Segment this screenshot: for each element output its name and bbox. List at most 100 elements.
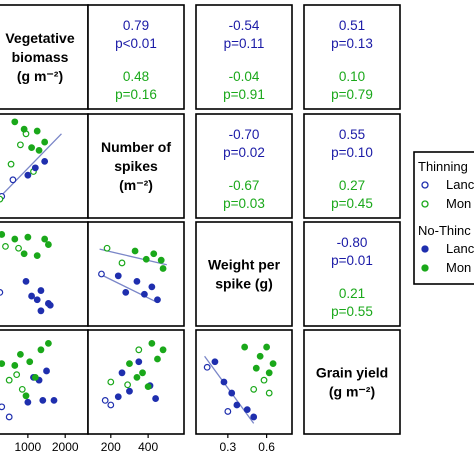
point-nothinning-modern <box>263 343 271 351</box>
correlation-modern-p: p=0.16 <box>115 87 157 102</box>
correlation-modern-r: 0.10 <box>339 69 365 84</box>
scatter-panel-3-2 <box>203 343 277 424</box>
point-nothinning-modern <box>150 250 158 258</box>
point-nothinning-modern <box>33 127 41 135</box>
point-nothinning-modern <box>252 364 260 372</box>
point-nothinning-modern <box>35 146 43 154</box>
scatter-panel-1-0 <box>0 118 62 203</box>
legend-item-label: Mon <box>446 196 471 211</box>
point-nothinning-modern <box>0 360 6 367</box>
diagonal-label-line: biomass <box>12 49 69 65</box>
point-thinning-modern <box>107 378 115 386</box>
point-nothinning-modern <box>133 374 141 381</box>
panel-0-1 <box>87 4 185 110</box>
point-nothinning-landrace <box>33 296 41 304</box>
point-thinning-modern <box>124 381 131 389</box>
correlation-modern-p: p=0.79 <box>331 87 373 102</box>
point-nothinning-landrace <box>28 292 36 300</box>
correlation-modern-r: -0.67 <box>229 178 260 193</box>
point-nothinning-modern <box>45 339 52 347</box>
point-nothinning-modern <box>142 255 150 263</box>
correlation-modern-p: p=0.55 <box>331 304 373 319</box>
point-nothinning-landrace <box>243 406 251 414</box>
point-nothinning-modern <box>159 265 167 272</box>
point-nothinning-landrace <box>148 283 156 291</box>
x-tick-label: 2000 <box>52 440 79 454</box>
legend: Thinning Lanc Mon No-Thinc Lanc Mon <box>413 151 474 285</box>
point-nothinning-modern <box>269 360 277 368</box>
point-thinning-landrace <box>107 401 115 409</box>
x-tick-label: 0.6 <box>258 440 275 454</box>
point-nothinning-landrace <box>39 397 47 404</box>
point-nothinning-landrace <box>22 277 30 285</box>
point-thinning-landrace <box>101 397 109 404</box>
diagonal-label-line: spike (g) <box>215 276 273 292</box>
point-nothinning-modern <box>28 144 36 152</box>
point-thinning-modern <box>0 195 4 203</box>
scatter-panel-2-0 <box>0 231 54 315</box>
point-thinning-modern <box>103 244 111 252</box>
point-nothinning-landrace <box>220 378 228 386</box>
point-thinning-modern <box>18 385 26 393</box>
regression-line <box>99 248 167 266</box>
point-thinning-modern <box>15 244 22 252</box>
correlation-landrace-r: -0.70 <box>229 127 260 142</box>
point-nothinning-landrace <box>135 358 143 366</box>
point-nothinning-modern <box>37 346 45 354</box>
panel-1-2 <box>195 113 293 219</box>
panel-1-3 <box>303 113 401 219</box>
point-thinning-landrace <box>5 413 13 421</box>
scatter-panel-2-1 <box>98 244 167 304</box>
panel-3-1 <box>87 329 185 435</box>
point-thinning-landrace <box>203 363 211 371</box>
legend-item-label: Mon <box>446 260 471 275</box>
x-tick-label: 0.3 <box>220 440 237 454</box>
point-nothinning-landrace <box>211 358 219 366</box>
point-nothinning-modern <box>11 118 19 126</box>
point-nothinning-modern <box>256 352 264 360</box>
legend-marker-filled <box>421 264 429 272</box>
point-nothinning-landrace <box>43 367 50 375</box>
point-thinning-landrace <box>0 403 6 411</box>
point-nothinning-modern <box>20 125 28 133</box>
correlation-landrace-r: -0.54 <box>229 18 260 33</box>
correlation-landrace-r: 0.51 <box>339 18 365 33</box>
diagonal-labels: Vegetative biomass (g m⁻²) Number of spikes (… <box>5 30 388 400</box>
point-nothinning-modern <box>126 360 133 368</box>
point-nothinning-modern <box>22 392 30 400</box>
diagonal-label-line: Vegetative <box>5 30 74 46</box>
scatter-panel-3-0 <box>0 339 58 421</box>
point-nothinning-landrace <box>233 401 241 409</box>
point-nothinning-landrace <box>41 157 49 165</box>
diagonal-label-line: Weight per <box>208 257 281 273</box>
point-nothinning-modern <box>33 252 41 260</box>
point-nothinning-landrace <box>50 397 58 404</box>
diagonal-label-line: Grain yield <box>316 365 388 381</box>
point-nothinning-modern <box>157 256 165 264</box>
regression-line <box>0 133 62 198</box>
point-thinning-landrace <box>0 289 4 296</box>
point-nothinning-modern <box>41 235 49 243</box>
correlation-modern-r: 0.48 <box>123 69 149 84</box>
point-nothinning-modern <box>11 362 19 369</box>
legend-box <box>413 151 474 285</box>
correlation-landrace-p: p=0.02 <box>223 145 265 160</box>
point-nothinning-landrace <box>122 289 130 296</box>
panel-0-0 <box>0 4 89 110</box>
point-nothinning-landrace <box>133 277 141 285</box>
point-nothinning-modern <box>0 231 6 238</box>
point-nothinning-landrace <box>152 395 160 402</box>
legend-title-thinning: Thinning <box>418 159 468 174</box>
legend-marker-open <box>421 200 429 208</box>
point-nothinning-landrace <box>24 398 32 406</box>
point-thinning-modern <box>2 242 9 250</box>
point-nothinning-modern <box>154 355 161 363</box>
point-thinning-modern <box>260 376 268 384</box>
point-nothinning-modern <box>241 343 249 351</box>
point-thinning-modern <box>250 385 258 393</box>
point-nothinning-modern <box>11 235 19 243</box>
point-nothinning-modern <box>148 339 156 347</box>
point-nothinning-landrace <box>250 413 258 421</box>
point-thinning-modern <box>135 346 143 354</box>
